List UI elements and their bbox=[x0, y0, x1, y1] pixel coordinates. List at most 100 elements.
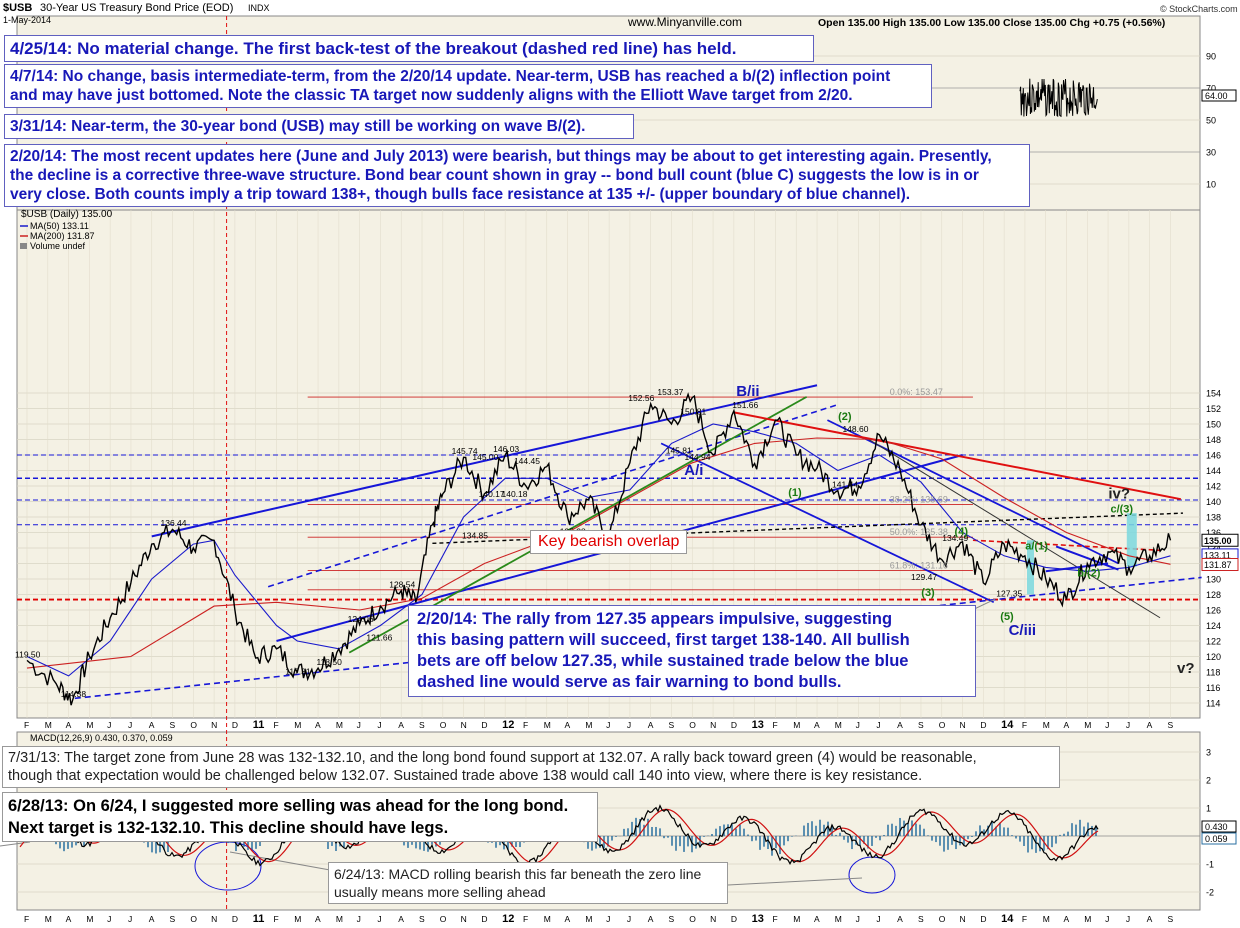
wave-label: v? bbox=[1177, 660, 1195, 677]
x-tick-label: D bbox=[481, 914, 487, 924]
x-tick-label: J bbox=[357, 720, 361, 730]
x-tick-label: M bbox=[793, 720, 800, 730]
x-tick-label: A bbox=[814, 720, 820, 730]
chart-exchange: INDX bbox=[248, 3, 270, 13]
x-tick-label: F bbox=[523, 720, 528, 730]
x-tick-label: J bbox=[357, 914, 361, 924]
y-tick-label: 130 bbox=[1206, 575, 1221, 585]
wave-label: (2) bbox=[838, 411, 852, 423]
price-label: 141.44 bbox=[832, 479, 858, 489]
chart-symbol: $USB bbox=[3, 2, 32, 14]
price-label: 146.03 bbox=[493, 444, 519, 454]
x-tick-label: N bbox=[960, 720, 966, 730]
price-label: 140.18 bbox=[501, 489, 527, 499]
x-tick-label: O bbox=[939, 720, 946, 730]
x-tick-label: F bbox=[772, 720, 777, 730]
note-6-28-13-line1: 6/28/13: On 6/24, I suggested more selli… bbox=[8, 797, 569, 815]
x-tick-label: S bbox=[419, 720, 425, 730]
note-2-20-14-bottom-line1: 2/20/14: The rally from 127.35 appears i… bbox=[417, 610, 893, 628]
fib-label: 61.8%: 131.16 bbox=[890, 560, 948, 570]
x-tick-label: 13 bbox=[752, 719, 764, 731]
note-4-7-14: 4/7/14: No change, basis intermediate-te… bbox=[4, 64, 932, 108]
axis-callout-box bbox=[1201, 533, 1239, 547]
x-tick-label: M bbox=[544, 720, 551, 730]
x-tick-label: N bbox=[960, 914, 966, 924]
channel-upper bbox=[151, 384, 818, 538]
key-bearish-overlap-text: Key bearish overlap bbox=[538, 533, 680, 550]
price-label: 124.06 bbox=[348, 614, 374, 624]
price-label: 114.38 bbox=[61, 689, 87, 699]
y-tick-label: 122 bbox=[1206, 637, 1221, 647]
x-tick-label: 14 bbox=[1001, 913, 1014, 925]
x-tick-label: S bbox=[170, 914, 176, 924]
price-label: 145.00 bbox=[472, 452, 498, 462]
x-tick-label: 12 bbox=[502, 719, 514, 731]
x-tick-label: A bbox=[648, 720, 654, 730]
macd-tick-label: 3 bbox=[1206, 748, 1211, 758]
x-tick-label: M bbox=[585, 914, 592, 924]
price-label: 145.74 bbox=[452, 446, 478, 456]
x-tick-label: A bbox=[1064, 914, 1070, 924]
x-tick-label: J bbox=[107, 720, 111, 730]
note-2-20-14-bottom-line3: bets are off below 127.35, while sustain… bbox=[417, 652, 909, 670]
x-tick-label: F bbox=[772, 914, 777, 924]
chart-date: 1-May-2014 bbox=[3, 15, 51, 25]
axis-callout-label: 131.87 bbox=[1204, 560, 1232, 570]
x-tick-label: D bbox=[232, 720, 238, 730]
x-tick-label: F bbox=[1022, 720, 1027, 730]
x-tick-label: J bbox=[377, 914, 381, 924]
price-label: 152.56 bbox=[628, 393, 654, 403]
y-tick-label: 150 bbox=[1206, 420, 1221, 430]
x-tick-label: A bbox=[565, 914, 571, 924]
x-tick-label: M bbox=[835, 720, 842, 730]
rsi-tick-label: 70 bbox=[1206, 84, 1216, 94]
x-tick-label: F bbox=[273, 720, 278, 730]
legend-price: $USB (Daily) 135.00 bbox=[21, 209, 113, 220]
y-tick-label: 144 bbox=[1206, 466, 1221, 476]
price-label: 118.50 bbox=[316, 657, 342, 667]
x-tick-label: S bbox=[918, 914, 924, 924]
price-label: 145.81 bbox=[666, 445, 692, 455]
x-tick-label: O bbox=[190, 914, 197, 924]
price-label: 148.60 bbox=[842, 424, 868, 434]
fib-label: 50.0%: 135.38 bbox=[890, 527, 948, 537]
x-tick-label: O bbox=[440, 720, 447, 730]
price-label: 134.49 bbox=[942, 533, 968, 543]
macd-tick-label: -1 bbox=[1206, 860, 1214, 870]
axis-callout-box bbox=[1201, 558, 1239, 572]
x-tick-label: D bbox=[232, 914, 238, 924]
macd-tick-label: -2 bbox=[1206, 888, 1214, 898]
macd-tick-label: 2 bbox=[1206, 776, 1211, 786]
support-dashed bbox=[74, 576, 1202, 700]
x-tick-label: A bbox=[897, 720, 903, 730]
x-tick-label: A bbox=[66, 720, 72, 730]
rsi-callout: 64.00 bbox=[1205, 91, 1228, 101]
price-label: 136.44 bbox=[161, 518, 187, 528]
x-tick-label: A bbox=[1147, 914, 1153, 924]
y-tick-label: 124 bbox=[1206, 621, 1221, 631]
x-tick-label: J bbox=[876, 914, 880, 924]
price-label: 151.66 bbox=[732, 400, 758, 410]
x-tick-label: S bbox=[1167, 720, 1173, 730]
price-label: 153.37 bbox=[657, 387, 683, 397]
wave-label: (5) bbox=[1000, 611, 1014, 623]
price-label: 134.85 bbox=[462, 530, 488, 540]
price-label: 121.66 bbox=[366, 633, 392, 643]
x-tick-label: M bbox=[1084, 720, 1091, 730]
x-tick-label: A bbox=[315, 720, 321, 730]
x-tick-label: M bbox=[294, 720, 301, 730]
black-dashed-target bbox=[432, 512, 1183, 545]
macd-callout-box bbox=[1201, 832, 1237, 845]
x-tick-label: A bbox=[897, 914, 903, 924]
macd-callout-line bbox=[229, 851, 331, 871]
note-2-20-14-bottom: 2/20/14: The rally from 127.35 appears i… bbox=[408, 605, 976, 697]
x-tick-label: 14 bbox=[1001, 719, 1014, 731]
y-tick-label: 146 bbox=[1206, 451, 1221, 461]
x-tick-label: D bbox=[481, 720, 487, 730]
x-tick-label: S bbox=[1167, 914, 1173, 924]
x-tick-label: J bbox=[627, 720, 631, 730]
price-label: 128.54 bbox=[389, 579, 415, 589]
x-tick-label: F bbox=[24, 720, 29, 730]
x-tick-label: A bbox=[315, 914, 321, 924]
